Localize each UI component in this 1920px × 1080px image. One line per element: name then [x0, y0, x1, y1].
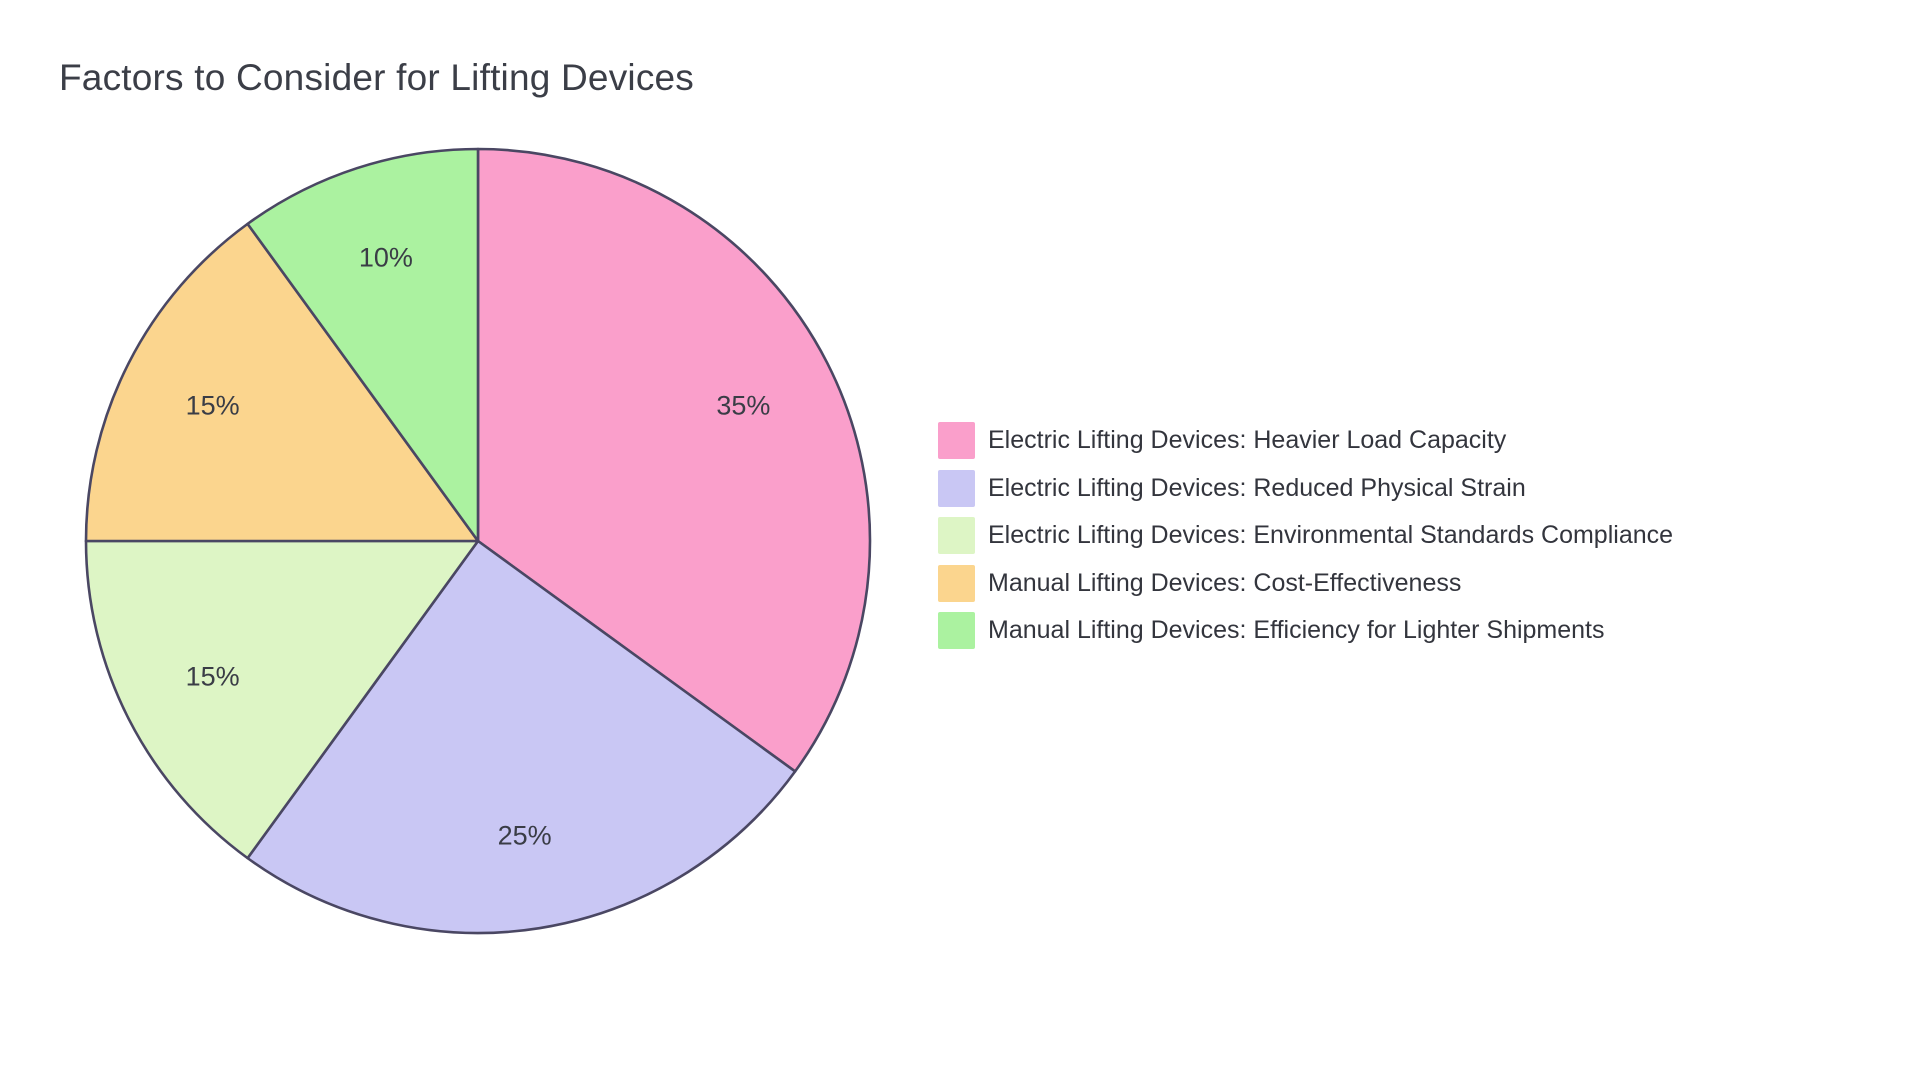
pie-slice-label-1: 35%: [716, 391, 770, 421]
legend-swatch-1: [938, 422, 975, 459]
pie-slice-label-2: 25%: [498, 820, 552, 850]
legend-swatch-5: [938, 612, 975, 649]
legend-label-2: Electric Lifting Devices: Reduced Physic…: [988, 473, 1526, 502]
pie-percent-labels: 35% 25% 15% 15% 10%: [186, 243, 771, 851]
pie-slice-2: [246, 539, 797, 935]
legend-swatch-4: [938, 564, 975, 602]
legend-item-1: Electric Lifting Devices: Heavier Load C…: [938, 422, 1673, 459]
legend-label-5: Manual Lifting Devices: Efficiency for L…: [988, 616, 1605, 644]
legend-item-2: Electric Lifting Devices: Reduced Physic…: [938, 469, 1673, 507]
chart-title: Factors to Consider for Lifting Devices: [59, 57, 694, 98]
legend-item-4: Manual Lifting Devices: Cost-Effectivene…: [938, 564, 1673, 602]
legend-swatch-3: [938, 517, 975, 554]
pie-slices: [84, 147, 872, 935]
legend-label-3: Electric Lifting Devices: Environmental …: [988, 521, 1674, 549]
pie-slice-label-5: 10%: [359, 243, 413, 273]
pie-slice-4: [84, 222, 480, 543]
legend-item-5: Manual Lifting Devices: Efficiency for L…: [938, 612, 1673, 649]
legend: Electric Lifting Devices: Heavier Load C…: [938, 422, 1673, 649]
pie-slice-label-3: 15%: [186, 661, 240, 691]
legend-item-3: Electric Lifting Devices: Environmental …: [938, 517, 1673, 554]
pie-slice-5: [246, 147, 480, 543]
legend-label-4: Manual Lifting Devices: Cost-Effectivene…: [988, 568, 1462, 597]
legend-swatch-2: [938, 469, 975, 507]
pie-slice-label-4: 15%: [186, 391, 240, 421]
pie-slice-1: [476, 147, 872, 773]
pie-slice-3: [84, 539, 480, 860]
legend-label-1: Electric Lifting Devices: Heavier Load C…: [988, 426, 1507, 454]
